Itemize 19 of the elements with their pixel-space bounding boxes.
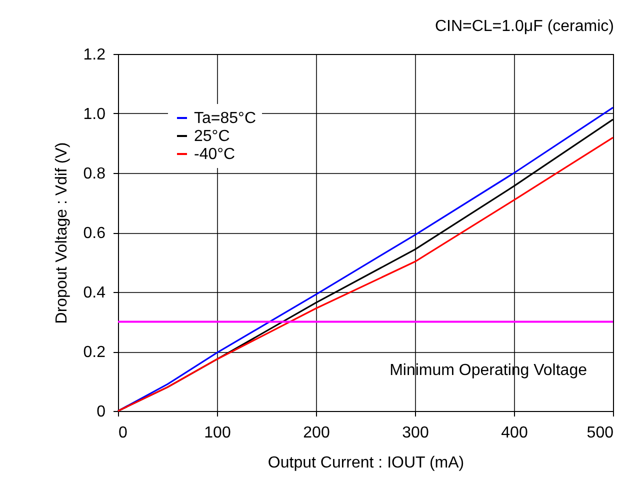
y-axis-title: Dropout Voltage : Vdif (V) [53, 142, 70, 324]
y-tick-label: 0.8 [83, 166, 106, 182]
y-tick-label: 1.2 [83, 46, 106, 64]
y-tick-label: 0.4 [83, 284, 106, 302]
legend-label: Ta=85°C [194, 110, 256, 127]
x-tick-label: 200 [303, 424, 330, 442]
y-tick-label: 0 [96, 404, 106, 420]
x-tick-label: 300 [402, 424, 429, 442]
x-tick-label: 500 [586, 424, 614, 442]
x-tick-label: 100 [204, 424, 231, 442]
y-tick-label: 1.0 [83, 106, 106, 123]
legend-label: -40°C [194, 146, 236, 163]
x-tick-label: 0 [118, 424, 128, 442]
y-tick-label: 0.2 [83, 344, 106, 361]
x-axis-title: Output Current : IOUT (mA) [268, 454, 464, 472]
y-tick-label: 0.6 [83, 225, 106, 242]
legend-label: 25°C [194, 128, 230, 145]
x-tick-label: 400 [501, 424, 528, 442]
chart-title: CIN=CL=1.0μF (ceramic) [434, 18, 614, 35]
